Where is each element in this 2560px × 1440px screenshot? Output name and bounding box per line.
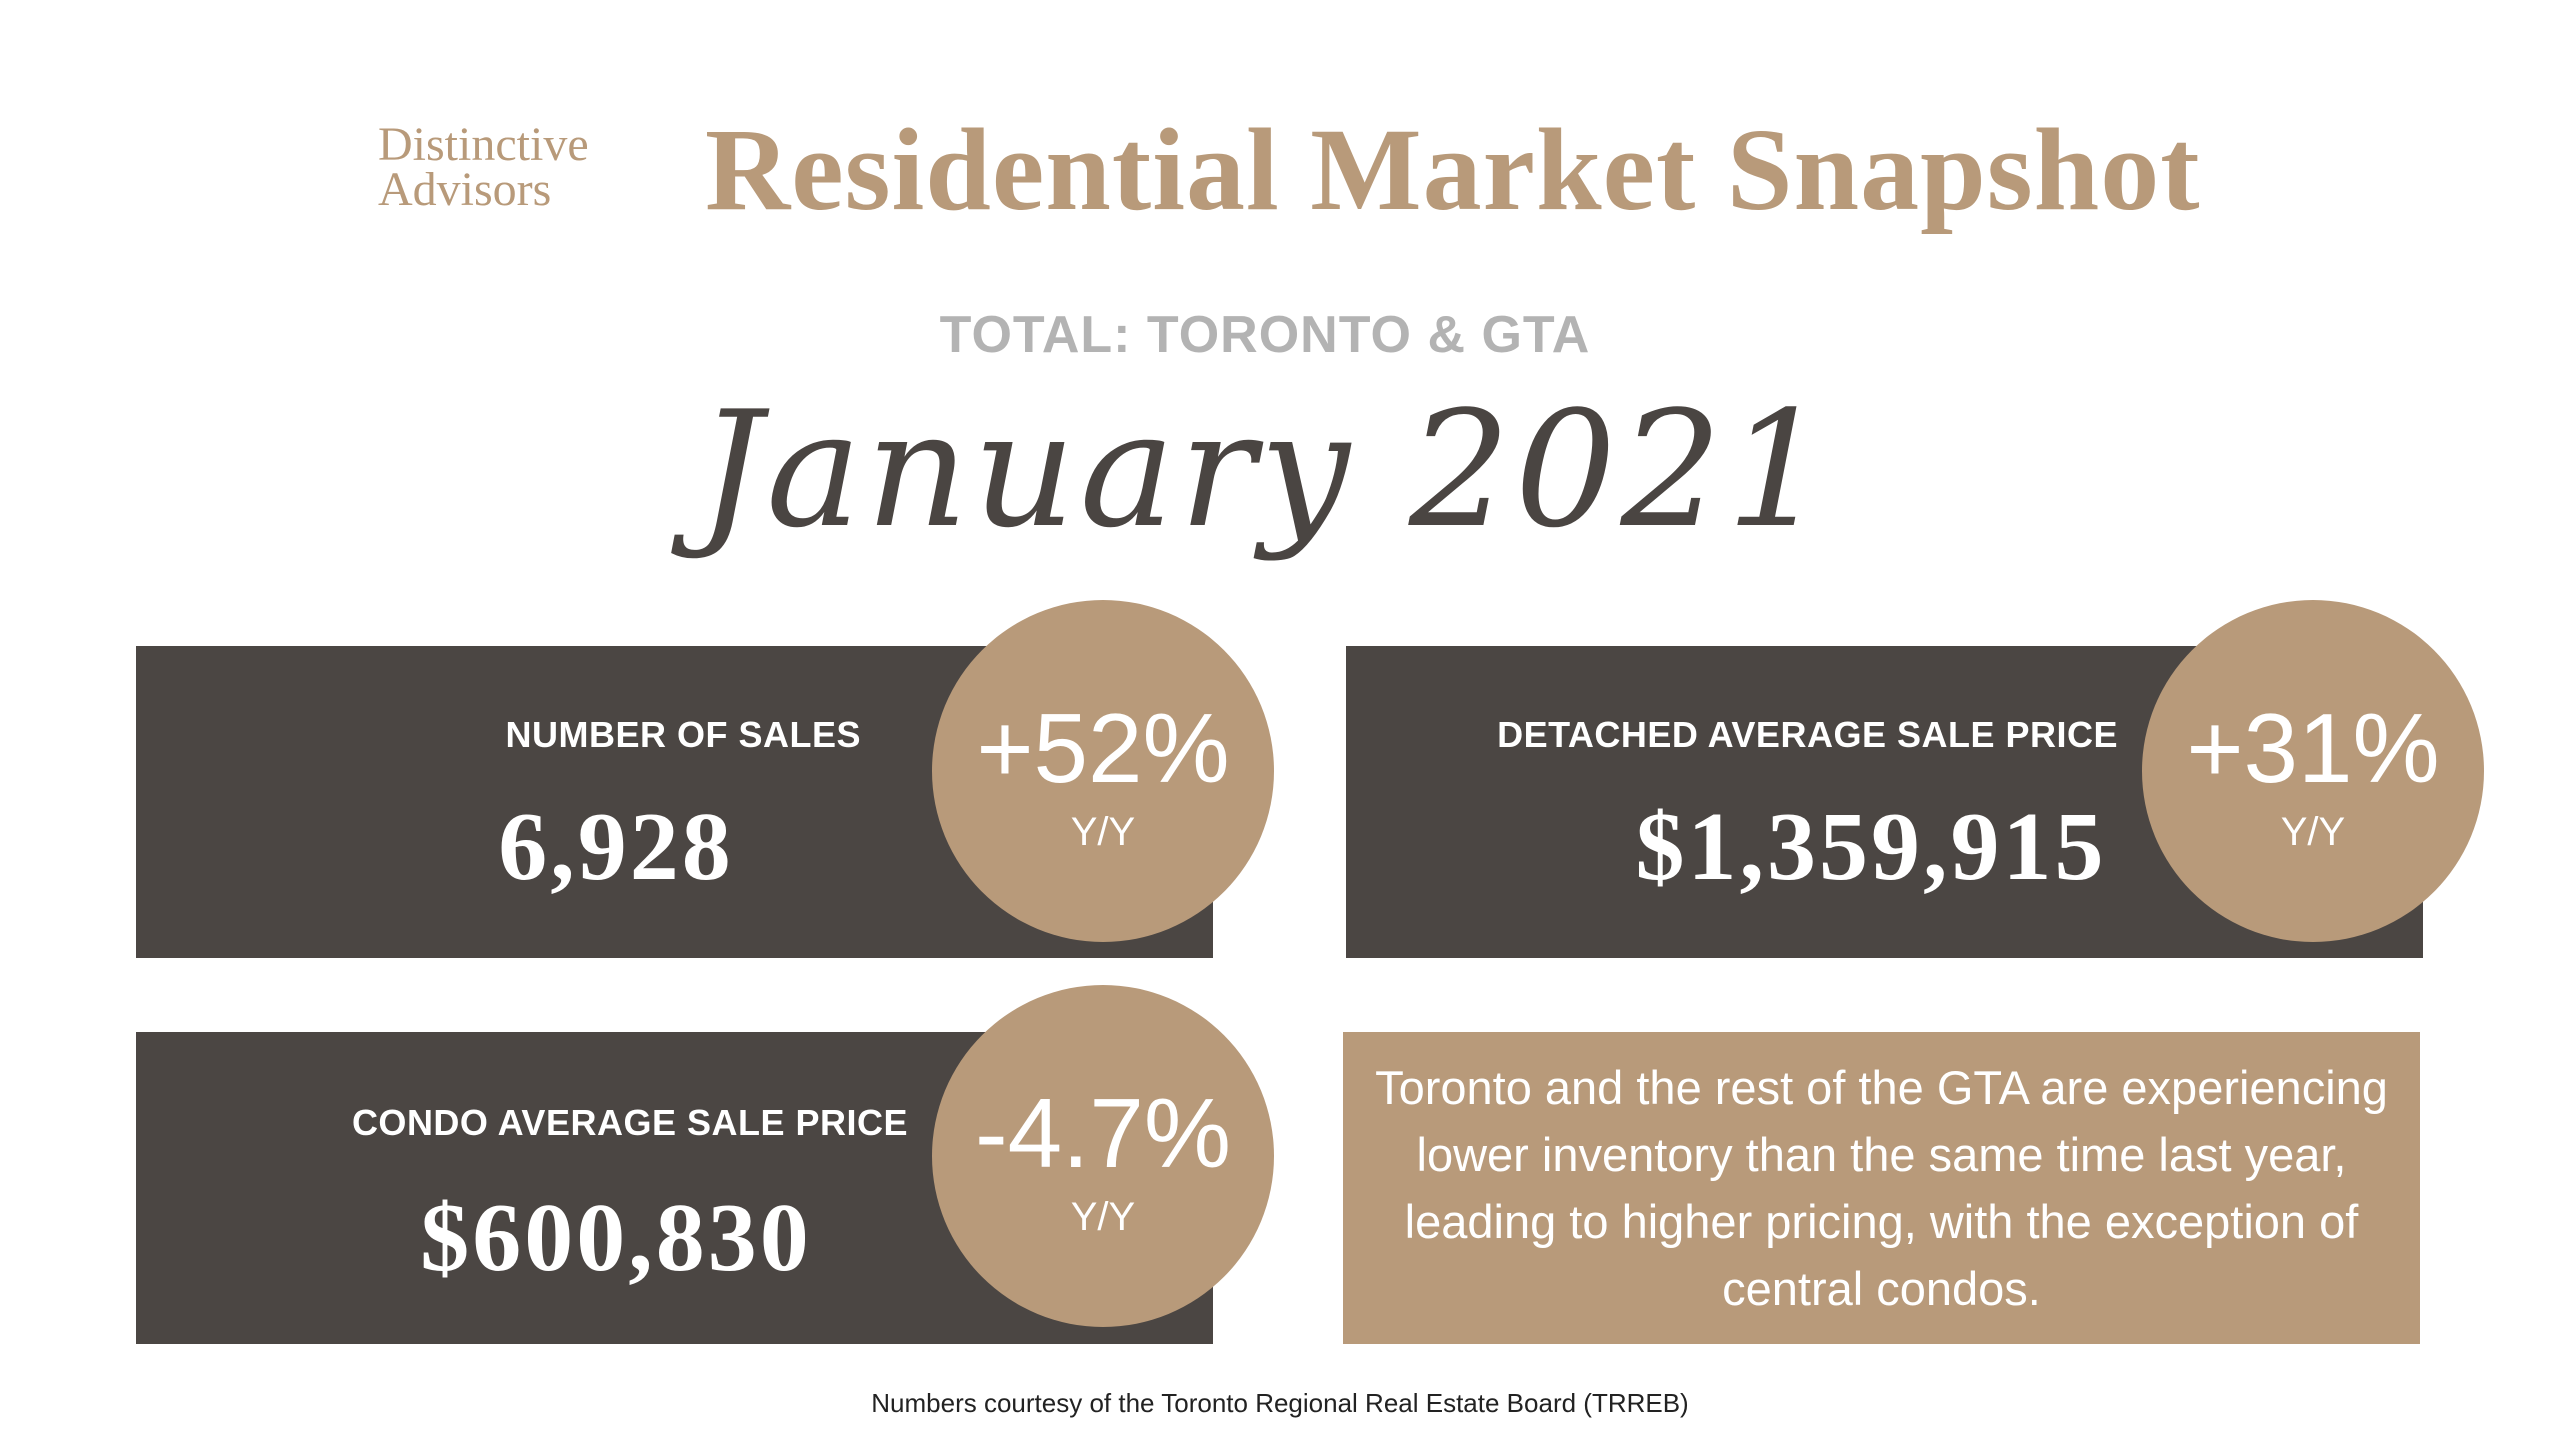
condo-change-badge: -4.7% Y/Y (932, 985, 1274, 1327)
condo-price-value: $600,830 (420, 1184, 812, 1292)
condo-price-label: CONDO AVERAGE SALE PRICE (351, 1102, 908, 1143)
sales-change-badge: +52% Y/Y (932, 600, 1274, 942)
brand-line-1: Distinctive (378, 118, 589, 171)
detached-price-value: $1,359,915 (1635, 793, 2107, 901)
region-subtitle: TOTAL: TORONTO & GTA (939, 306, 1591, 364)
brand-logo: Distinctive Advisors (378, 118, 589, 216)
sales-change-period: Y/Y (1070, 810, 1136, 854)
month-heading: January 2021 (698, 376, 1832, 563)
condo-change-value: -4.7% (974, 1078, 1231, 1188)
brand-line-2: Advisors (378, 163, 552, 216)
detached-change-badge: +31% Y/Y (2142, 600, 2484, 942)
market-commentary: Toronto and the rest of the GTA are expe… (1343, 1032, 2420, 1344)
detached-change-period: Y/Y (2280, 810, 2346, 854)
detached-change-value: +31% (2186, 693, 2440, 803)
market-commentary-text: Toronto and the rest of the GTA are expe… (1375, 1061, 2388, 1315)
sales-value: 6,928 (498, 793, 734, 901)
detached-price-label: DETACHED AVERAGE SALE PRICE (1497, 714, 2118, 755)
source-footnote: Numbers courtesy of the Toronto Regional… (871, 1388, 1689, 1418)
condo-change-period: Y/Y (1070, 1195, 1136, 1239)
sales-label: NUMBER OF SALES (505, 714, 861, 755)
sales-change-value: +52% (976, 693, 1230, 803)
page-title: Residential Market Snapshot (705, 104, 2201, 235)
